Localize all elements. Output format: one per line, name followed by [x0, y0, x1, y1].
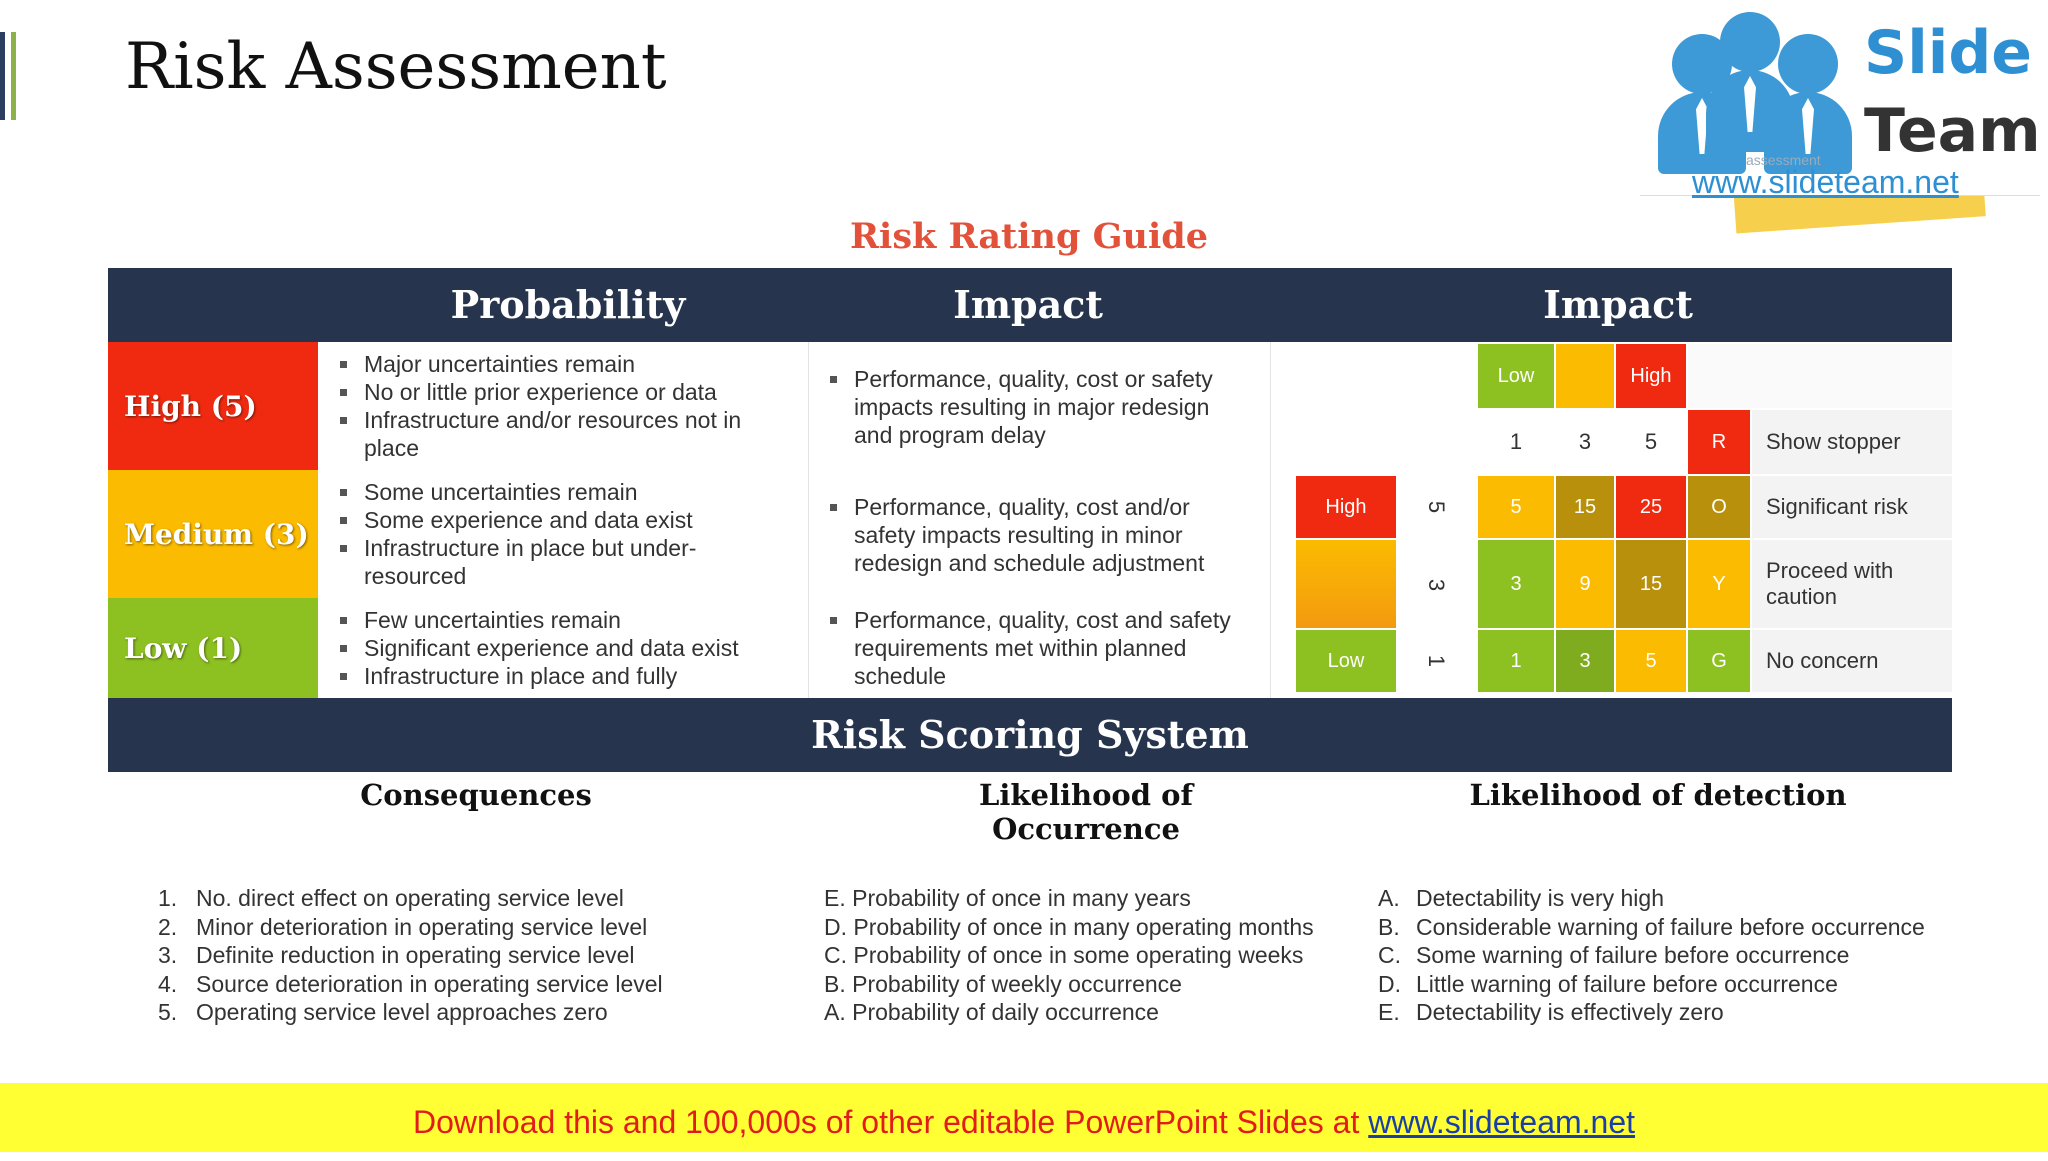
column-divider [1270, 342, 1271, 698]
list-item: Infrastructure in place but under-resour… [340, 534, 746, 590]
impact-low: Performance, quality, cost and safety re… [826, 606, 1256, 690]
level-label: Medium (3) [124, 517, 309, 551]
occurrence-list: E. Probability of once in many years D. … [824, 884, 1314, 1027]
list-item: E. Probability of once in many years [824, 885, 1191, 911]
scale-low: Low [1478, 344, 1554, 408]
scoring-title: Risk Scoring System [811, 712, 1249, 757]
list-item: Performance, quality, cost and/or safety… [830, 493, 1246, 577]
list-item: C. Probability of once in some operating… [824, 942, 1304, 968]
header-impact-matrix: Impact [1543, 282, 1693, 327]
header-probability: Probability [450, 282, 686, 327]
list-item: Few uncertainties remain [340, 606, 796, 634]
side-scale-high: High [1296, 476, 1396, 538]
legend-text: No concern [1752, 630, 1952, 692]
person-icon [1706, 12, 1794, 152]
banner-text: Download this and 100,000s of other edit… [412, 1104, 1369, 1140]
legend-text: Proceed with caution [1752, 540, 1952, 628]
legend-code-r: R [1688, 410, 1750, 474]
row-number: 1 [1424, 654, 1449, 668]
score-cell: 1 [1478, 630, 1554, 692]
consequences-list: 1. No. direct effect on operating service… [158, 884, 663, 1027]
score-cell: 25 [1616, 476, 1686, 538]
scale-high: High [1616, 344, 1686, 408]
column-divider [808, 342, 809, 698]
probability-high: Major uncertainties remain No or little … [336, 350, 776, 462]
score-cell: 5 [1616, 630, 1686, 692]
download-banner: Download this and 100,000s of other edit… [0, 1083, 2048, 1152]
list-item: Major uncertainties remain [340, 350, 776, 378]
probability-low: Few uncertainties remain Significant exp… [336, 606, 796, 690]
scoring-header: Risk Scoring System [108, 698, 1952, 772]
legend-text: Show stopper [1752, 410, 1952, 474]
logo-url-link[interactable]: www.slideteam.net [1692, 164, 1959, 200]
logo-word-slide: Slide [1864, 18, 2032, 88]
score-cell: 15 [1616, 540, 1686, 628]
logo-word-team: Team [1864, 96, 2041, 166]
slideteam-logo[interactable]: assessment Slide Team www.slideteam.net [1640, 0, 2041, 234]
list-item: Significant experience and data exist [340, 634, 796, 662]
score-cell: 15 [1556, 476, 1614, 538]
list-item: Some experience and data exist [340, 506, 746, 534]
level-label: High (5) [124, 389, 257, 423]
list-item: Infrastructure in place and fully [340, 662, 796, 690]
list-item: A. Detectability is very high [1378, 885, 1664, 911]
list-item: 4. Source deterioration in operating serv… [158, 970, 663, 997]
score-cell: 3 [1478, 540, 1554, 628]
row-number: 5 [1424, 500, 1449, 514]
list-item: 2. Minor deterioration in operating servi… [158, 913, 648, 940]
col-number: 3 [1578, 429, 1592, 454]
header-impact: Impact [953, 282, 1103, 327]
rating-guide-title: Risk Rating Guide [849, 216, 1209, 257]
list-item: B. Probability of weekly occurrence [824, 970, 1182, 997]
page-title: Risk Assessment [125, 30, 667, 104]
accent-bar-dark [0, 32, 5, 120]
list-item: Some uncertainties remain [340, 478, 746, 506]
list-item: D. Little warning of failure before occur… [1378, 970, 1838, 997]
list-item: C. Some warning of failure before occurre… [1378, 942, 1850, 968]
level-low: Low (1) [108, 598, 318, 698]
level-label: Low (1) [124, 631, 243, 665]
legend-text: Significant risk [1752, 476, 1952, 538]
list-item: A. Probability of daily occurrence [824, 999, 1159, 1025]
score-cell: 3 [1556, 630, 1614, 692]
row-number: 3 [1424, 578, 1449, 592]
banner-link[interactable]: www.slideteam.net [1368, 1104, 1636, 1140]
detection-list: A. Detectability is very high B. Considera… [1378, 884, 1925, 1027]
score-cell: 9 [1556, 540, 1614, 628]
list-item: No or little prior experience or data [340, 378, 776, 406]
rating-guide-header: Probability Impact Impact [108, 268, 1952, 342]
legend-code-o: O [1688, 476, 1750, 538]
list-item: Infrastructure and/or resources not in p… [340, 406, 776, 462]
col-number: 5 [1644, 429, 1658, 454]
list-item: B. Considerable warning of failure before… [1378, 913, 1925, 940]
list-item: Performance, quality, cost or safety imp… [830, 365, 1246, 449]
score-cell: 5 [1478, 476, 1554, 538]
scale-mid [1556, 344, 1614, 408]
probability-medium: Some uncertainties remain Some experienc… [336, 478, 746, 590]
legend-code-y: Y [1688, 540, 1750, 628]
matrix-top-right-blank [1688, 344, 1952, 408]
side-scale-low: Low [1296, 630, 1396, 692]
impact-high: Performance, quality, cost or safety imp… [826, 365, 1246, 449]
impact-medium: Performance, quality, cost and/or safety… [826, 493, 1246, 577]
consequences-header: Consequences [360, 778, 592, 812]
list-item: 3. Definite reduction in operating servic… [158, 942, 635, 968]
person-icon [1764, 34, 1852, 174]
detection-header: Likelihood of detection [1469, 778, 1847, 812]
list-item: D. Probability of once in many operating… [824, 913, 1314, 940]
list-item: E. Detectability is effectively zero [1378, 999, 1724, 1025]
occurrence-header: Likelihood of Occurrence [979, 778, 1193, 846]
list-item: 5. Operating service level approaches zer… [158, 999, 608, 1025]
accent-bar-green [11, 32, 16, 120]
logo-faint-text: assessment [1746, 152, 1821, 168]
legend-code-g: G [1688, 630, 1750, 692]
col-number: 1 [1509, 429, 1523, 454]
list-item: Performance, quality, cost and safety re… [830, 606, 1256, 690]
level-high: High (5) [108, 342, 318, 470]
side-scale-mid [1296, 540, 1396, 628]
level-medium: Medium (3) [108, 470, 318, 598]
list-item: 1. No. direct effect on operating service… [158, 885, 624, 911]
